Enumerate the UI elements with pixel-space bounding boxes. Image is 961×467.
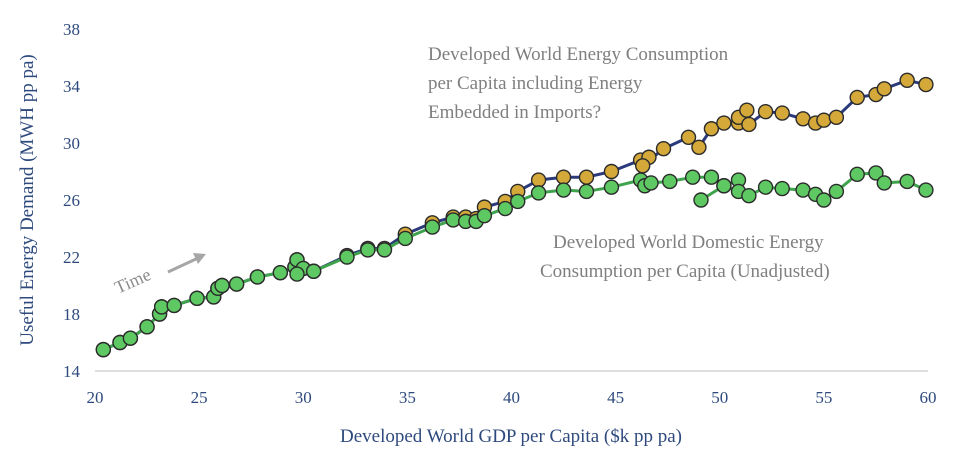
series-2-point (757, 179, 774, 195)
series-1-point (918, 76, 934, 93)
series-1-point (716, 115, 732, 131)
x-tick-label: 20 (87, 388, 104, 407)
series-2-point (397, 230, 413, 247)
series-2-point (376, 242, 393, 258)
domestic-label-line-1: Developed World Domestic Energy (553, 232, 824, 253)
series-2-point (555, 182, 572, 198)
series-2-point (703, 169, 720, 185)
series-2-point (774, 180, 790, 197)
imports-label-line-3: Embedded in Imports? (428, 102, 601, 123)
series-2-point (693, 192, 709, 208)
x-tick-label: 45 (607, 388, 624, 407)
series-1-point (655, 140, 672, 157)
series-2-point (899, 173, 915, 190)
time-arrow-icon (167, 253, 206, 274)
series-2-point (662, 173, 678, 190)
domestic-label-line-2: Consumption per Capita (Unadjusted) (540, 261, 830, 282)
y-tick-label: 22 (63, 248, 80, 267)
series-2-point (578, 183, 595, 200)
series-1-point (555, 169, 572, 185)
series-1-point (828, 109, 845, 126)
series-2-point (272, 264, 289, 281)
series-2-point (684, 169, 701, 185)
series-1-point (774, 105, 790, 121)
y-axis-title: Useful Energy Demand (MWH pp pa) (17, 54, 38, 345)
y-tick-label: 26 (63, 191, 80, 210)
series-2-point (497, 200, 513, 217)
x-tick-label: 60 (920, 388, 937, 407)
series-1-point (739, 102, 755, 118)
series-2-point (214, 277, 230, 294)
axes: 20 25 30 35 40 45 50 55 60 14 18 22 26 30 34 38 (63, 20, 937, 407)
series-1-point (757, 103, 774, 120)
x-tick-label: 50 (711, 388, 728, 407)
series-2-point (741, 188, 757, 204)
x-tick-label: 55 (815, 388, 832, 407)
annotations: Developed World Energy Consumption per C… (111, 44, 829, 298)
series-2-point (868, 165, 884, 181)
series-2-point (530, 185, 547, 201)
series-2-point (424, 219, 441, 235)
series-2-point (289, 266, 305, 282)
y-tick-label: 30 (63, 134, 80, 153)
series-1-point (603, 163, 620, 180)
series-1-point (680, 129, 697, 146)
series-1-point (691, 139, 707, 155)
time-label: Time (111, 264, 153, 297)
y-tick-label: 14 (63, 362, 81, 381)
series-1-point (634, 158, 651, 174)
series-2-point (828, 183, 845, 200)
series-2-point (95, 341, 112, 358)
series-2-point (249, 269, 266, 285)
series-2-point (510, 193, 526, 210)
x-axis-title: Developed World GDP per Capita ($k pp pa… (340, 426, 682, 447)
series-2-point (603, 179, 620, 195)
y-tick-label: 18 (63, 305, 80, 324)
series-1-point (530, 172, 547, 188)
series-2-point (816, 192, 832, 208)
series-1-point (816, 112, 832, 128)
series-2-point (876, 175, 892, 191)
series-2-point (228, 276, 245, 292)
series-2-point (189, 290, 205, 307)
imports-label-line-2: per Capita including Energy (428, 73, 643, 94)
series-2-point (476, 207, 493, 224)
series-2-point (339, 249, 355, 265)
y-tick-label: 34 (63, 77, 81, 96)
series-layer (95, 72, 934, 358)
series-1-point (741, 116, 757, 133)
series-2-point (153, 299, 170, 315)
series-1-point (703, 121, 720, 137)
series-2-point (166, 297, 182, 314)
series-2-point (360, 242, 376, 258)
series-1-point (578, 169, 595, 185)
series-2-point (445, 212, 461, 228)
y-tick-label: 38 (63, 20, 80, 39)
series-2-point (122, 330, 139, 346)
imports-label-line-1: Developed World Energy Consumption (428, 44, 729, 65)
series-2-point (643, 175, 659, 191)
x-tick-label: 35 (399, 388, 416, 407)
series-1-point (876, 81, 892, 97)
series-2-point (849, 166, 865, 183)
series-2-point (305, 263, 322, 279)
series-1-point (849, 89, 865, 106)
x-tick-label: 25 (191, 388, 208, 407)
series-2-point (918, 182, 934, 198)
x-tick-label: 40 (503, 388, 520, 407)
series-1-point (899, 72, 915, 89)
series-2-point (716, 178, 732, 194)
series-2 (95, 165, 934, 358)
x-tick-label: 30 (295, 388, 312, 407)
series-2-point (139, 319, 155, 335)
